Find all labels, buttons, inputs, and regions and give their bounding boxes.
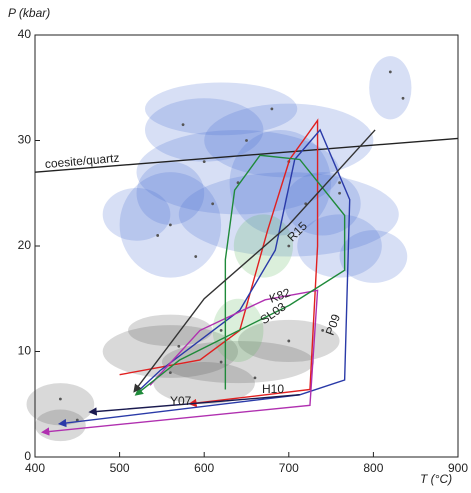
data-point bbox=[338, 191, 341, 195]
data-point bbox=[219, 329, 223, 332]
data-point bbox=[245, 139, 248, 142]
data-point bbox=[181, 123, 185, 127]
y-tick-label: 30 bbox=[18, 133, 32, 147]
pt-ellipse bbox=[136, 129, 340, 215]
pt-path bbox=[57, 128, 351, 428]
pt-path bbox=[88, 394, 300, 416]
plot-area bbox=[26, 56, 459, 442]
pt-ellipse bbox=[229, 129, 332, 236]
pt-ellipse bbox=[144, 82, 298, 136]
pt-path bbox=[133, 129, 376, 393]
data-point bbox=[75, 418, 79, 422]
path-label: coesite/quartz bbox=[44, 151, 120, 171]
data-point bbox=[168, 371, 172, 374]
x-axis-label: T (°C) bbox=[420, 472, 452, 486]
x-tick-label: 400 bbox=[25, 461, 45, 475]
data-point bbox=[253, 376, 257, 380]
data-point bbox=[321, 329, 325, 332]
pt-ellipse bbox=[136, 161, 205, 225]
pt-ellipse bbox=[102, 187, 171, 241]
pt-path bbox=[41, 289, 319, 436]
data-point bbox=[270, 107, 274, 111]
path-label: H10 bbox=[262, 382, 284, 396]
x-tick-label: 700 bbox=[279, 461, 299, 475]
pt-ellipse bbox=[35, 409, 86, 442]
x-tick-label: 500 bbox=[110, 461, 130, 475]
data-point bbox=[177, 344, 181, 348]
pt-path bbox=[34, 137, 459, 173]
path-label: P09 bbox=[323, 312, 344, 337]
path-label: Y07 bbox=[170, 394, 192, 408]
x-tick-label: 600 bbox=[194, 461, 214, 475]
data-point bbox=[194, 255, 198, 258]
pt-ellipse bbox=[161, 340, 315, 384]
pt-path bbox=[119, 118, 319, 408]
pt-ellipse bbox=[128, 314, 213, 347]
data-point bbox=[338, 181, 341, 185]
data-point bbox=[219, 360, 223, 364]
x-tick-label: 900 bbox=[448, 461, 468, 475]
pt-ellipse bbox=[144, 98, 264, 162]
y-tick-label: 0 bbox=[24, 449, 31, 463]
pt-ellipse bbox=[339, 230, 408, 283]
path-label: K82 bbox=[267, 285, 292, 306]
pt-ellipse bbox=[297, 214, 382, 278]
data-point bbox=[168, 223, 172, 227]
data-point bbox=[202, 160, 206, 164]
data-point bbox=[58, 397, 62, 401]
pt-ellipse bbox=[102, 325, 239, 378]
data-point bbox=[287, 244, 291, 248]
y-tick-label: 40 bbox=[18, 27, 32, 41]
data-point bbox=[388, 70, 392, 74]
pt-ellipse bbox=[369, 56, 412, 120]
pt-ellipse bbox=[26, 383, 95, 426]
pt-ellipse bbox=[204, 103, 374, 178]
x-tick-label: 800 bbox=[363, 461, 383, 475]
y-tick-label: 20 bbox=[18, 238, 32, 252]
y-axis-label: P (kbar) bbox=[8, 6, 50, 20]
data-point bbox=[156, 234, 160, 237]
y-tick-label: 10 bbox=[18, 344, 32, 358]
data-point bbox=[401, 96, 405, 100]
data-point bbox=[211, 202, 215, 206]
pt-ellipse bbox=[284, 172, 361, 236]
data-point bbox=[287, 339, 291, 343]
pt-ellipse bbox=[153, 362, 255, 405]
